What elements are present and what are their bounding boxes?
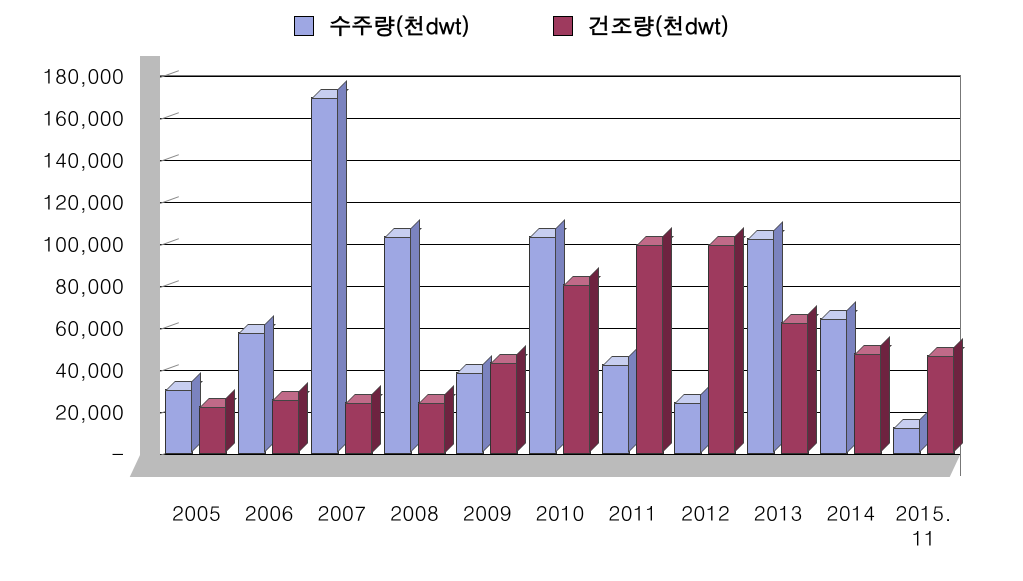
- legend-label-0: 수주량(천dwt): [329, 10, 470, 41]
- x-tick-label: 2009: [463, 500, 512, 525]
- legend-item-1: 건조량(천dwt): [553, 10, 729, 41]
- y-tick-label: 100,000: [43, 228, 124, 258]
- x-tick-label: 2005: [172, 500, 221, 525]
- x-tick-label: 2007: [317, 500, 366, 525]
- x-tick-label: 2011: [608, 500, 657, 525]
- x-tick-label: 2014: [826, 500, 875, 525]
- bar: [311, 97, 339, 454]
- bar: [272, 399, 300, 454]
- legend: 수주량(천dwt) 건조량(천dwt): [0, 10, 1023, 41]
- bar: [384, 236, 412, 454]
- x-tick-label: 2006: [245, 500, 294, 525]
- legend-item-0: 수주량(천dwt): [294, 10, 470, 41]
- bar: [636, 244, 664, 454]
- y-tick-label: 140,000: [43, 144, 124, 174]
- bar: [602, 364, 630, 454]
- chart-container: 수주량(천dwt) 건조량(천dwt) - 20,000 40,000 60,000 8…: [0, 0, 1023, 581]
- x-tick-label: 2015. 11: [895, 500, 952, 550]
- bar: [165, 389, 193, 454]
- bar: [927, 355, 955, 454]
- x-tick-label: 2008: [390, 500, 439, 525]
- plot-area: [140, 75, 961, 476]
- x-tick-label: 2010: [536, 500, 585, 525]
- y-tick-label: 120,000: [43, 186, 124, 216]
- bar: [820, 318, 848, 455]
- y-axis-labels: - 20,000 40,000 60,000 80,000 100,000 120,000 1…: [0, 75, 130, 475]
- legend-swatch-1: [553, 16, 573, 36]
- bar: [490, 362, 518, 454]
- bar: [345, 402, 373, 455]
- bar: [238, 332, 266, 454]
- x-tick-label: 2012: [681, 500, 730, 525]
- bar: [708, 244, 736, 454]
- y-tick-label: 20,000: [55, 396, 124, 426]
- bar: [747, 238, 775, 454]
- bar: [893, 427, 921, 454]
- bar: [674, 402, 702, 455]
- bar: [418, 402, 446, 455]
- x-tick-label: 2013: [754, 500, 803, 525]
- y-tick-label: 80,000: [55, 270, 124, 300]
- back-wall: [140, 56, 160, 476]
- bar: [529, 236, 557, 454]
- y-tick-label: 160,000: [43, 102, 124, 132]
- y-tick-label: -: [112, 438, 124, 468]
- y-tick-label: 180,000: [43, 60, 124, 90]
- bar: [563, 284, 591, 454]
- y-tick-label: 40,000: [55, 354, 124, 384]
- bars: [160, 76, 960, 454]
- legend-label-1: 건조량(천dwt): [589, 10, 730, 41]
- bar: [456, 372, 484, 454]
- floor: [130, 455, 960, 477]
- y-tick-label: 60,000: [55, 312, 124, 342]
- legend-swatch-0: [294, 16, 314, 36]
- bar: [199, 406, 227, 454]
- bar: [854, 353, 882, 454]
- bar: [781, 322, 809, 454]
